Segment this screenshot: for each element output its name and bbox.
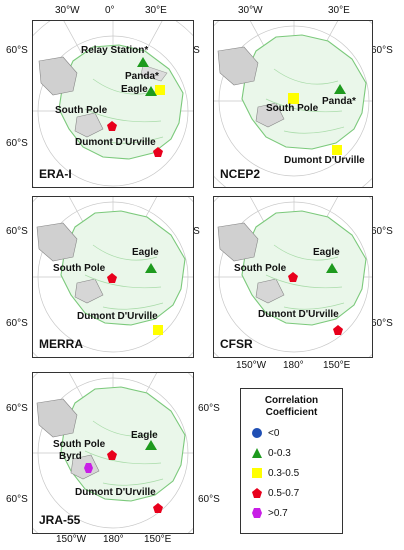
- lon-label-150e-jra: 150°E: [144, 534, 172, 545]
- site-label-dumont-merra: Dumont D'Urville: [77, 311, 158, 322]
- legend-item-gt0.7: >0.7: [251, 507, 288, 519]
- marker-south-pole-ncep2: [288, 93, 299, 104]
- marker-panda-era-i: [155, 85, 165, 95]
- lon-label-180-cfsr: 180°: [283, 360, 304, 371]
- lon-label-150w-jra: 150°W: [56, 534, 87, 545]
- marker-dumont-cfsr: [333, 325, 343, 335]
- model-label-era-i: ERA-I: [39, 167, 72, 181]
- model-label-jra-55: JRA-55: [39, 513, 81, 527]
- lon-label-30w-top-right: 30°W: [238, 5, 263, 16]
- marker-eagle-jra-55: [145, 440, 157, 450]
- legend-pentagon-icon: [252, 488, 262, 498]
- model-label-cfsr: CFSR: [220, 337, 253, 351]
- site-label-panda-ncep2: Panda*: [322, 96, 356, 107]
- lat-label-left-3b: 60°S: [6, 494, 28, 505]
- lon-label-30e-top-left: 30°E: [145, 5, 167, 16]
- site-label-south-pole-jra-55: South Pole: [53, 439, 106, 450]
- lat-label-left-2a: 60°S: [6, 226, 28, 237]
- site-label-south-pole-era-i: South Pole: [55, 105, 108, 116]
- legend-box: Correlation Coefficient <0 0-0.3 0.3-0.5…: [240, 388, 343, 534]
- legend-item-0.3-0.5: 0.3-0.5: [251, 467, 299, 479]
- marker-south-pole-merra: [107, 273, 117, 283]
- legend-item-0-0.3: 0-0.3: [251, 447, 291, 459]
- lon-label-30w-top-left: 30°W: [55, 5, 80, 16]
- marker-dumont-ncep2: [332, 145, 342, 155]
- map-panel-ncep2: South Pole Panda* Dumont D'Urville NCEP2: [213, 20, 373, 188]
- site-label-dumont-era-i: Dumont D'Urville: [75, 137, 156, 148]
- site-label-panda-era-i: Panda*: [125, 71, 159, 82]
- lon-label-30e-top-right: 30°E: [328, 5, 350, 16]
- site-label-dumont-ncep2: Dumont D'Urville: [284, 155, 365, 166]
- lat-label-left-2b: 60°S: [6, 318, 28, 329]
- legend-item-lt0: <0: [251, 427, 279, 439]
- lat-label-left-1a: 60°S: [6, 45, 28, 56]
- lat-label-right-2b: 60°S: [371, 318, 393, 329]
- marker-south-pole-era-i: [107, 121, 117, 131]
- marker-relay-station-era-i: [137, 57, 149, 67]
- site-label-south-pole-ncep2: South Pole: [266, 103, 319, 114]
- site-label-eagle-cfsr: Eagle: [313, 247, 340, 258]
- site-label-south-pole-merra: South Pole: [53, 263, 106, 274]
- lon-label-150e-cfsr: 150°E: [323, 360, 351, 371]
- lat-label-right-2a: 60°S: [371, 226, 393, 237]
- marker-byrd-jra-55: [84, 463, 93, 473]
- model-label-ncep2: NCEP2: [220, 167, 261, 181]
- model-label-merra: MERRA: [39, 337, 83, 351]
- antarctica-map-era-i: [33, 21, 193, 187]
- lon-label-180-jra: 180°: [103, 534, 124, 545]
- lat-label-mid-3b: 60°S: [198, 494, 220, 505]
- marker-dumont-era-i: [153, 147, 163, 157]
- map-panel-merra: Eagle South Pole Dumont D'Urville MERRA: [32, 196, 194, 358]
- marker-dumont-merra: [153, 325, 163, 335]
- lat-label-left-3a: 60°S: [6, 403, 28, 414]
- site-label-dumont-jra-55: Dumont D'Urville: [75, 487, 156, 498]
- legend-square-icon: [252, 468, 262, 478]
- legend-title: Correlation Coefficient: [264, 395, 319, 418]
- lat-label-left-1b: 60°S: [6, 138, 28, 149]
- marker-eagle-merra: [145, 263, 157, 273]
- site-label-eagle-jra-55: Eagle: [131, 430, 158, 441]
- site-label-byrd-jra-55: Byrd: [59, 451, 82, 462]
- marker-eagle-era-i: [145, 86, 157, 96]
- legend-hexagon-icon: [252, 508, 262, 518]
- antarctica-map-jra-55: [33, 373, 193, 533]
- legend-item-0.5-0.7: 0.5-0.7: [251, 487, 299, 499]
- lon-label-0-top-left: 0°: [105, 5, 115, 16]
- map-panel-cfsr: Eagle South Pole Dumont D'Urville CFSR: [213, 196, 373, 358]
- antarctica-map-cfsr: [214, 197, 372, 357]
- antarctica-map-merra: [33, 197, 193, 357]
- antarctica-map-ncep2: [214, 21, 372, 187]
- marker-south-pole-jra-55: [107, 450, 117, 460]
- site-label-eagle-era-i: Eagle: [121, 84, 148, 95]
- site-label-relay-station-era-i: Relay Station*: [81, 45, 149, 56]
- legend-circle-icon: [252, 428, 262, 438]
- marker-panda-ncep2: [334, 84, 346, 94]
- marker-dumont-jra-55: [153, 503, 163, 513]
- marker-south-pole-cfsr: [288, 272, 298, 282]
- legend-triangle-icon: [252, 448, 262, 458]
- site-label-dumont-cfsr: Dumont D'Urville: [258, 309, 339, 320]
- marker-eagle-cfsr: [326, 263, 338, 273]
- site-label-eagle-merra: Eagle: [132, 247, 159, 258]
- lat-label-mid-3a: 60°S: [198, 403, 220, 414]
- lat-label-right-1: 60°S: [371, 45, 393, 56]
- map-panel-jra-55: Eagle South Pole Byrd Dumont D'Urville J…: [32, 372, 194, 534]
- map-panel-era-i: Relay Station* Panda* Eagle South Pole D…: [32, 20, 194, 188]
- lon-label-150w-cfsr: 150°W: [236, 360, 267, 371]
- site-label-south-pole-cfsr: South Pole: [234, 263, 287, 274]
